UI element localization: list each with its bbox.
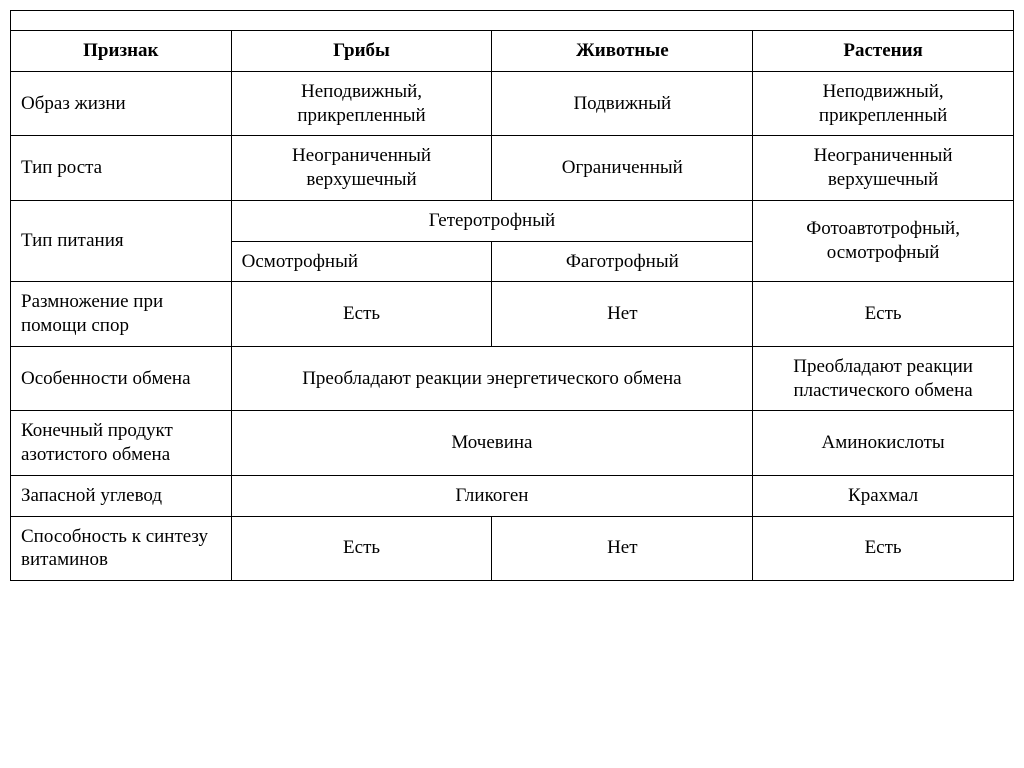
table-row: Тип питания Гетеротрофный Фотоавтотрофны… (11, 200, 1014, 241)
cell-value: Есть (753, 282, 1014, 347)
cell-value: Фотоавтотрофный, осмотрофный (753, 200, 1014, 282)
cell-value: Крахмал (753, 475, 1014, 516)
trait-label: Тип роста (11, 136, 232, 201)
table-top-spacer-row (11, 11, 1014, 31)
cell-value: Нет (492, 516, 753, 581)
table-row: Способность к синтезу витаминов Есть Нет… (11, 516, 1014, 581)
cell-value: Неподвижный, прикрепленный (753, 71, 1014, 136)
cell-value: Гетеротрофный (231, 200, 753, 241)
table-header-row: Признак Грибы Животные Растения (11, 31, 1014, 72)
table-row: Запасной углевод Гликоген Крахмал (11, 475, 1014, 516)
cell-value: Неподвижный, прикрепленный (231, 71, 492, 136)
trait-label: Тип питания (11, 200, 232, 282)
cell-value: Нет (492, 282, 753, 347)
cell-value: Есть (231, 516, 492, 581)
column-header-animals: Животные (492, 31, 753, 72)
trait-label: Размножение при помощи спор (11, 282, 232, 347)
cell-value: Фаготрофный (492, 241, 753, 282)
cell-value: Гликоген (231, 475, 753, 516)
cell-value: Преобладают реакции энергетического обме… (231, 346, 753, 411)
column-header-trait: Признак (11, 31, 232, 72)
trait-label: Конечный продукт азотистого обмена (11, 411, 232, 476)
cell-value: Мочевина (231, 411, 753, 476)
table-row: Образ жизни Неподвижный, прикрепленный П… (11, 71, 1014, 136)
table-row: Конечный продукт азотистого обмена Мочев… (11, 411, 1014, 476)
table-row: Размножение при помощи спор Есть Нет Ест… (11, 282, 1014, 347)
cell-value: Ограниченный (492, 136, 753, 201)
trait-label: Образ жизни (11, 71, 232, 136)
cell-value: Есть (231, 282, 492, 347)
column-header-plants: Растения (753, 31, 1014, 72)
comparison-table: Признак Грибы Животные Растения Образ жи… (10, 10, 1014, 581)
cell-value: Преобладают реакции пластического обмена (753, 346, 1014, 411)
trait-label: Запасной углевод (11, 475, 232, 516)
trait-label: Особенности обмена (11, 346, 232, 411)
cell-value: Аминокислоты (753, 411, 1014, 476)
cell-value: Подвижный (492, 71, 753, 136)
cell-value: Есть (753, 516, 1014, 581)
table-row: Особенности обмена Преобладают реакции э… (11, 346, 1014, 411)
trait-label: Способность к синтезу витаминов (11, 516, 232, 581)
cell-value: Неограниченный верхушечный (231, 136, 492, 201)
table-row: Тип роста Неограниченный верхушечный Огр… (11, 136, 1014, 201)
column-header-fungi: Грибы (231, 31, 492, 72)
cell-value: Осмотрофный (231, 241, 492, 282)
cell-value: Неограниченный верхушечный (753, 136, 1014, 201)
